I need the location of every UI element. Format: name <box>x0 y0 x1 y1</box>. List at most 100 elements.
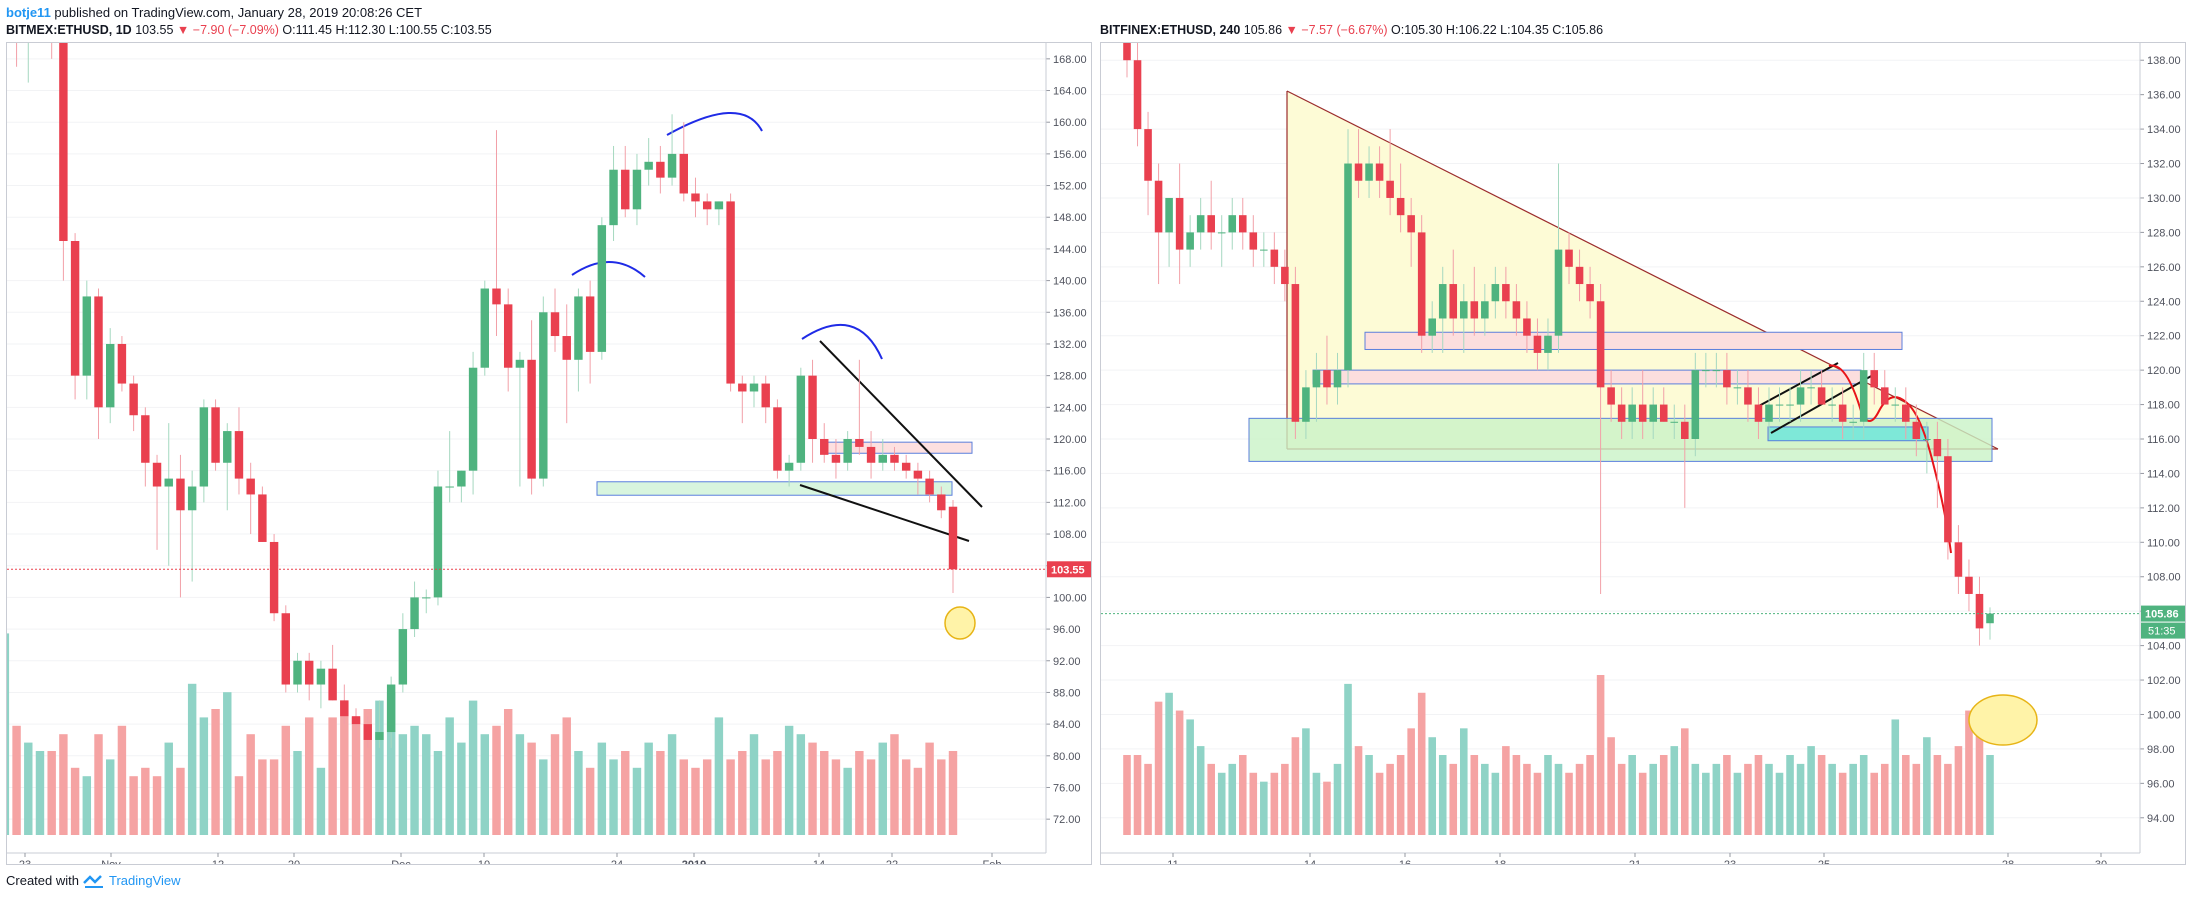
candle-body <box>281 613 291 685</box>
candle-body <box>796 375 806 463</box>
candle-body <box>585 296 595 352</box>
candle-body <box>223 431 232 463</box>
left-open: 111.45 <box>295 23 332 37</box>
y-tick-label: 138.00 <box>2147 55 2181 67</box>
left-chart-panel[interactable]: 72.00 76.00 80.00 84.00 88.00 92.00 96.00 100.0… <box>0 42 1092 871</box>
candle-body <box>1396 197 1405 216</box>
candle-body <box>211 407 220 463</box>
left-low: 100.55 <box>399 23 438 37</box>
volume-bar <box>1954 746 1963 835</box>
candle-body <box>1217 232 1226 234</box>
volume-bar <box>1165 692 1173 835</box>
y-tick-label: 84.00 <box>1053 719 1081 731</box>
volume-bar <box>1217 772 1226 835</box>
volume-bar <box>1575 763 1584 835</box>
volume-bar <box>0 633 10 835</box>
footer-brand[interactable]: TradingView <box>108 873 181 888</box>
volume-bar <box>503 709 513 835</box>
y-tick-label: 114.00 <box>2147 468 2180 480</box>
candle-body <box>1765 404 1773 422</box>
volume-bar <box>679 759 688 835</box>
candle-body <box>1744 387 1752 405</box>
y-tick-label: 136.00 <box>2147 90 2181 102</box>
volume-bar <box>1838 772 1847 835</box>
candle-body <box>1302 387 1310 422</box>
right-chart-panel[interactable]: 94.0096.0098.00100.00102.00104.00106.001… <box>1100 42 2186 871</box>
candle-body <box>1912 421 1921 439</box>
candle-body <box>691 193 700 202</box>
left-chart-svg[interactable]: 72.00 76.00 80.00 84.00 88.00 92.00 96.00 100.0… <box>0 43 1092 871</box>
candle-body <box>1617 404 1626 422</box>
y-tick-label: 110.00 <box>2147 537 2180 549</box>
x-tick-label: 16 <box>1399 859 1411 864</box>
candle-body <box>1428 318 1436 336</box>
right-low: 104.35 <box>1510 23 1549 37</box>
author-name[interactable]: botje11 <box>6 5 51 20</box>
target-circle <box>944 606 976 640</box>
candle-body <box>843 439 852 463</box>
candle-body <box>1291 284 1300 422</box>
volume-bar <box>726 759 735 835</box>
right-chart-svg[interactable]: 94.0096.0098.00100.00102.00104.00106.001… <box>1101 43 2186 871</box>
candle-body <box>1323 370 1331 388</box>
right-close: 105.86 <box>1564 23 1604 37</box>
candle-body <box>1754 404 1763 422</box>
candle-body <box>1565 249 1573 267</box>
volume-bar <box>1302 728 1310 835</box>
left-close: 103.55 <box>453 23 492 37</box>
volume-bar <box>784 725 794 835</box>
candle-body <box>1449 284 1458 319</box>
volume-bar <box>691 767 700 835</box>
volume-bar <box>1175 710 1184 835</box>
volume-bar <box>176 767 185 835</box>
candle-body <box>1502 284 1510 302</box>
candle-body <box>866 446 876 463</box>
volume-bar <box>70 767 80 835</box>
volume-bar <box>597 742 607 835</box>
candle-body <box>269 541 279 614</box>
y-tick-label: 128.00 <box>1053 371 1087 383</box>
volume-bar <box>539 759 548 835</box>
volume-bar <box>1880 763 1889 835</box>
candle-body <box>1954 542 1963 577</box>
head-arc <box>666 111 763 136</box>
volume-bar <box>1365 755 1373 835</box>
volume-bar <box>1533 772 1542 835</box>
x-tick-label: 22 <box>886 859 898 864</box>
right-last: 105.86 <box>1243 23 1283 37</box>
y-tick-label: 132.00 <box>1053 339 1087 351</box>
candle-body <box>1533 335 1542 353</box>
y-tick-label: 80.00 <box>1053 751 1081 763</box>
y-tick-label: 152.00 <box>1053 181 1087 193</box>
candle-body <box>375 732 384 740</box>
candle-body <box>1849 421 1857 423</box>
volume-bar <box>585 767 595 835</box>
volume-bar <box>1744 763 1752 835</box>
volume-bar <box>1891 719 1900 835</box>
candle-body <box>1344 163 1352 371</box>
y-tick-label: 168.00 <box>1053 54 1087 66</box>
y-tick-label: 102.00 <box>2147 675 2181 687</box>
y-tick-label: 96.00 <box>2147 778 2175 790</box>
candle-body <box>1670 421 1679 423</box>
volume-bar <box>1396 755 1405 835</box>
volume-bar <box>1923 737 1931 835</box>
volume-bar <box>1481 763 1489 835</box>
y-tick-label: 130.00 <box>2147 193 2181 205</box>
volume-bar <box>1270 772 1279 835</box>
volume-bar <box>468 700 478 835</box>
candle-body <box>1796 387 1805 405</box>
volume-bar <box>82 776 92 835</box>
x-tick-label: Nov <box>101 859 121 864</box>
volume-bar <box>1617 763 1626 835</box>
candle-body <box>1333 370 1342 388</box>
volume-bar <box>609 759 618 835</box>
candle-body <box>1260 249 1268 251</box>
y-tick-label: 148.00 <box>1053 212 1087 224</box>
candle-body <box>1249 232 1258 250</box>
candle-body <box>316 668 326 685</box>
y-tick-label: 124.00 <box>2147 296 2181 308</box>
volume-bar <box>1186 719 1194 835</box>
y-tick-label: 136.00 <box>1053 307 1087 319</box>
triangle-hypotenuse <box>1286 90 1999 450</box>
